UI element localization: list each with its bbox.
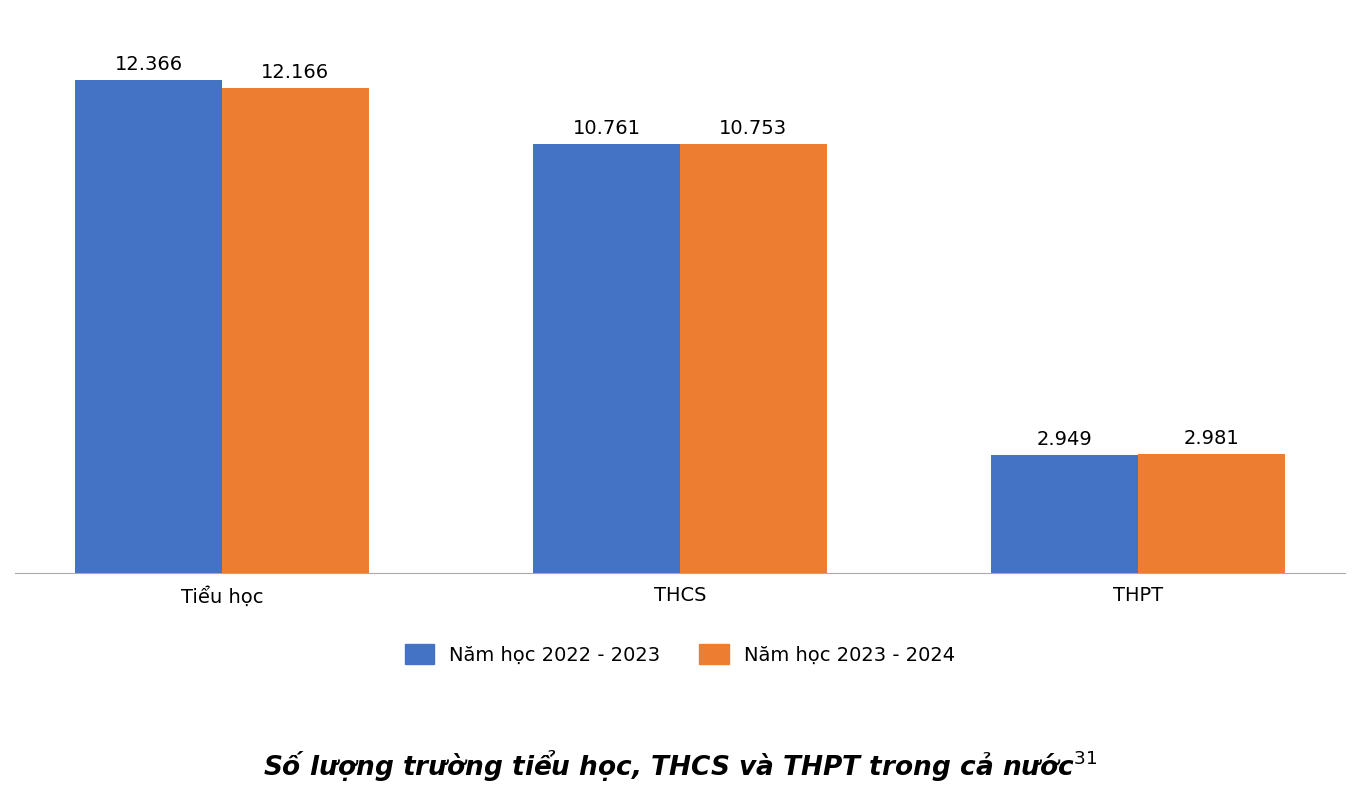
Text: 10.761: 10.761 (573, 119, 641, 138)
Bar (222, 88, 369, 572)
Text: 2.949: 2.949 (1036, 430, 1092, 449)
Bar (680, 144, 827, 572)
Bar (1138, 454, 1285, 572)
Text: Số lượng trường tiểu học, THCS và THPT trong cả nước$^{31}$: Số lượng trường tiểu học, THCS và THPT t… (262, 748, 1098, 783)
Legend: Năm học 2022 - 2023, Năm học 2023 - 2024: Năm học 2022 - 2023, Năm học 2023 - 2024 (394, 634, 966, 675)
Text: 12.366: 12.366 (114, 55, 182, 74)
Bar (533, 144, 680, 572)
Bar (991, 455, 1138, 572)
Text: 12.166: 12.166 (261, 63, 329, 82)
Text: 2.981: 2.981 (1183, 429, 1239, 448)
Bar (75, 80, 222, 572)
Text: 10.753: 10.753 (719, 119, 787, 138)
